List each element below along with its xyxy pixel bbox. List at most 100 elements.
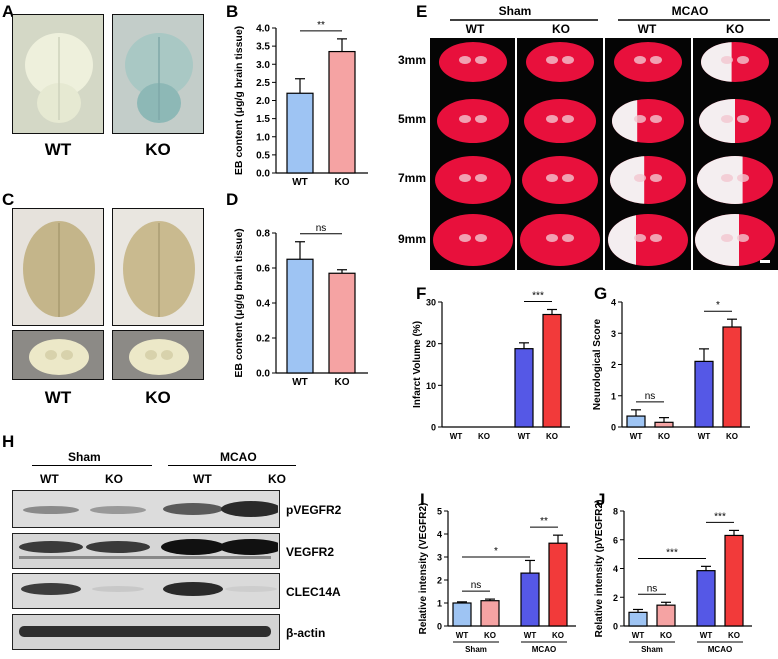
brain-slice-4-2 [520,214,600,266]
x-tick-label: WT [632,631,645,640]
bar-j-4 [724,534,744,627]
ventricle-right-2-1 [475,115,487,123]
x-tick-label: KO [335,377,350,388]
x-tick-label: WT [518,432,531,440]
blot-col-2: KO [105,472,123,486]
ventricle-right-4-1 [475,234,487,242]
x-tick-label: KO [728,631,740,640]
ventricle-right-4-3 [650,234,662,242]
blot-group-mcao: MCAO [220,450,257,464]
brain-photo-wt-a [12,14,104,134]
brain-slice-3-2 [522,156,598,204]
chart-b: 0.0 0.5 1.0 1.5 2.0 2.5 3.0 3.5 4.0 EB content (μ… [233,20,368,188]
blot-vegfr2 [12,533,283,569]
label-ko-a: KO [145,140,171,159]
ventricle-right-2-2 [562,115,574,123]
bar-g-4 [722,326,742,428]
brain-slice-2-2 [524,99,596,143]
group-label: Sham [465,645,487,654]
panel-letter-e: E [416,2,428,21]
y-tick-label: 20 [426,339,436,349]
significance-label: ** [540,516,548,527]
y-tick-label: 8 [613,507,618,517]
blot-col-1: WT [40,472,59,486]
bar-i-3 [520,572,540,627]
y-axis-label: EB content (μg/g brain tissue) [233,26,245,175]
blot-line-sham [32,465,152,466]
panel-letter-i: I [420,490,425,509]
blot-clec14a [12,573,280,609]
x-tick-label: KO [726,432,738,440]
y-axis-label: Relative intensity (pVEGFR2) [594,500,605,638]
ventricle-right-1-3 [650,56,662,64]
col-label-3-e: WT [638,22,657,36]
y-tick-label: 2 [613,593,618,603]
panel-letter-a: A [2,2,15,21]
significance-label: ns [471,580,482,591]
x-tick-label: KO [478,432,490,440]
y-tick-label: 1 [437,599,442,609]
ventricle-left-2-1 [459,115,471,123]
y-tick-label: 0.6 [256,264,270,275]
panel-letter-d: D [226,190,239,209]
blot-col-4: KO [268,472,286,486]
row-label-7mm: 7mm [398,171,427,185]
slice-image-ko-c [129,339,189,375]
panel-letter-c: C [2,190,15,209]
ventricle-left-1-1 [459,56,471,64]
scale-bar [760,260,770,263]
chart-i: 0 1 2 3 4 5 Relative intensity (VEGFR2) WT KO WT K… [418,503,576,654]
group-header-mcao-e: MCAO [672,4,709,18]
bar-i-2 [480,600,500,627]
col-label-2-e: KO [552,22,570,36]
blot-bands-pvegfr2 [23,501,281,517]
bar-b-2 [328,50,356,174]
y-axis-label: Relative intensity (VEGFR2) [418,503,429,635]
y-tick-label: 0.0 [256,369,270,380]
col-label-1-e: WT [466,22,485,36]
bar-j-3 [696,570,716,627]
ventricle-left-1-3 [634,56,646,64]
x-tick-label: WT [698,432,711,440]
significance-label: ns [647,583,658,594]
significance-label: ** [317,20,325,31]
y-tick-label: 0.0 [256,169,270,180]
ventricle-right-2-4 [737,115,749,123]
ventricle-left-3-3 [634,174,646,182]
label-ko-c: KO [145,388,171,407]
ventricle-left-1-2 [546,56,558,64]
bar-i-4 [548,542,568,627]
y-tick-label: 5 [437,507,442,517]
row-label-3mm: 3mm [398,53,427,67]
row-label-9mm: 9mm [398,232,427,246]
bar-f-4 [542,313,562,428]
ventricle-right-3-3 [650,174,662,182]
brain-photo-wt-c [12,208,104,326]
x-tick-label: KO [546,432,558,440]
bar-b-1 [286,92,314,174]
panel-letter-h: H [2,432,15,451]
group-label: Sham [641,645,663,654]
bar-j-1 [628,611,648,627]
ventricle-right-3-1 [475,174,487,182]
y-tick-label: 3.5 [256,42,270,53]
band-label-pvegfr2: pVEGFR2 [286,503,342,517]
blot-pvegfr2 [12,490,281,528]
significance-label: *** [714,511,726,522]
group-label: MCAO [532,645,556,654]
y-tick-label: 30 [426,298,436,308]
y-tick-label: 0 [437,622,442,632]
x-tick-label: WT [700,631,713,640]
y-axis-label: Infarct Volume (%) [412,321,423,408]
y-tick-label: 4 [613,564,618,574]
panel-letter-b: B [226,2,239,21]
ttc-panel-e: Sham MCAO WT KO WT KO [430,4,778,270]
bar-i-1 [452,602,472,627]
bar-g-1 [626,415,646,428]
y-tick-label: 0.4 [256,299,270,310]
y-axis-label: EB content (μg/g brain tissue) [233,228,245,377]
col-label-4-e: KO [726,22,744,36]
y-tick-label: 0.2 [256,334,270,345]
panel-letter-f: F [416,284,427,303]
